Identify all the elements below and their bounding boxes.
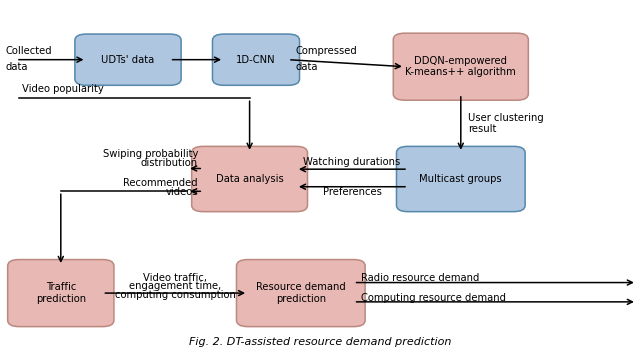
Text: Resource demand
prediction: Resource demand prediction — [256, 282, 346, 304]
Text: videos: videos — [166, 187, 198, 197]
FancyBboxPatch shape — [393, 33, 528, 100]
Text: computing consumption: computing consumption — [115, 290, 236, 300]
FancyBboxPatch shape — [236, 260, 365, 326]
Text: Swiping probability: Swiping probability — [102, 149, 198, 159]
Text: Watching durations: Watching durations — [303, 157, 401, 167]
Text: Multicast groups: Multicast groups — [419, 174, 502, 184]
Text: Computing resource demand: Computing resource demand — [361, 293, 506, 303]
FancyBboxPatch shape — [75, 34, 181, 85]
Text: Radio resource demand: Radio resource demand — [361, 273, 479, 283]
Text: Traffic
prediction: Traffic prediction — [36, 282, 86, 304]
Text: Video traffic,: Video traffic, — [143, 273, 207, 283]
Text: engagement time,: engagement time, — [129, 282, 221, 291]
FancyBboxPatch shape — [8, 260, 114, 326]
Text: data: data — [296, 62, 318, 72]
FancyBboxPatch shape — [212, 34, 300, 85]
Text: Collected: Collected — [5, 46, 52, 56]
Text: Video popularity: Video popularity — [22, 84, 104, 94]
Text: User clustering: User clustering — [468, 113, 544, 123]
FancyBboxPatch shape — [192, 146, 307, 212]
Text: data: data — [5, 62, 28, 72]
Text: DDQN-empowered
K-means++ algorithm: DDQN-empowered K-means++ algorithm — [405, 56, 516, 78]
Text: Compressed: Compressed — [296, 46, 357, 56]
Text: Preferences: Preferences — [323, 187, 381, 197]
Text: UDTs' data: UDTs' data — [101, 55, 155, 65]
FancyBboxPatch shape — [396, 146, 525, 212]
Text: 1D-CNN: 1D-CNN — [236, 55, 276, 65]
Text: result: result — [468, 124, 497, 133]
Text: Fig. 2. DT-assisted resource demand prediction: Fig. 2. DT-assisted resource demand pred… — [189, 338, 451, 347]
Text: Recommended: Recommended — [124, 178, 198, 188]
Text: distribution: distribution — [141, 158, 198, 168]
Text: Data analysis: Data analysis — [216, 174, 284, 184]
